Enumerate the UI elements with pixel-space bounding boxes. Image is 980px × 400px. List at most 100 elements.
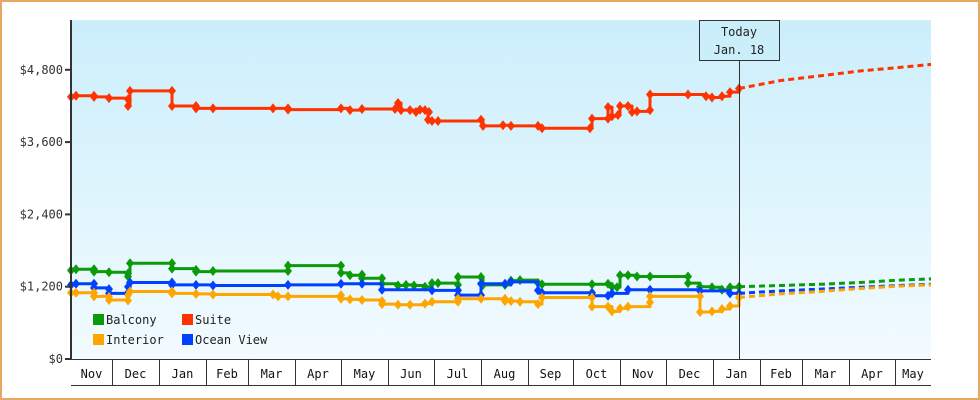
data-point-marker [126, 286, 134, 297]
data-point-marker [646, 89, 654, 100]
data-point-marker [284, 279, 292, 290]
month-label: Aug [494, 367, 516, 381]
month-label: Apr [861, 367, 883, 381]
data-point-marker [105, 93, 113, 104]
legend-swatch-balcony [93, 314, 104, 325]
data-point-marker [124, 295, 132, 306]
data-point-marker [538, 279, 546, 290]
data-point-marker [337, 260, 345, 271]
data-point-marker [105, 267, 113, 278]
forecast-line [738, 62, 932, 90]
data-point-marker [105, 294, 113, 305]
month-label: Feb [770, 367, 792, 381]
data-point-marker [501, 296, 509, 307]
series-interior [67, 283, 932, 318]
data-point-marker [378, 284, 386, 295]
data-point-marker [477, 293, 485, 304]
data-point-marker [646, 291, 654, 302]
data-point-marker [684, 278, 692, 289]
today-label: Today [721, 25, 757, 39]
data-point-marker [726, 300, 734, 311]
month-label: Dec [679, 367, 701, 381]
legend-swatch-suite [182, 314, 193, 325]
data-point-marker [394, 97, 402, 108]
y-axis-ticks: $0 $1,200 $2,400 $3,600 $4,800 [20, 63, 71, 366]
data-point-marker [608, 281, 616, 292]
month-label: Jun [400, 367, 422, 381]
data-point-marker [588, 301, 596, 312]
data-point-marker [192, 266, 200, 277]
data-point-marker [696, 285, 704, 296]
data-point-marker [507, 296, 515, 307]
data-point-marker [616, 270, 624, 281]
data-point-marker [337, 278, 345, 289]
data-point-marker [124, 268, 132, 279]
y-tick-label: $0 [49, 352, 63, 366]
data-point-marker [477, 278, 485, 289]
legend-label-balcony: Balcony [106, 313, 157, 327]
data-point-marker [378, 273, 386, 284]
data-point-marker [358, 278, 366, 289]
data-point-marker [534, 299, 542, 310]
plot-area [71, 20, 931, 359]
data-point-marker [126, 85, 134, 96]
data-point-marker [406, 105, 414, 116]
data-point-marker [501, 278, 509, 289]
data-point-marker [168, 279, 176, 290]
series-suite [67, 62, 932, 134]
month-label: May [902, 367, 924, 381]
data-point-marker [410, 280, 418, 291]
data-point-marker [358, 273, 366, 284]
month-label: Nov [81, 367, 103, 381]
data-point-marker [507, 120, 515, 131]
data-point-marker [269, 103, 277, 114]
data-point-marker [646, 105, 654, 116]
data-point-marker [90, 291, 98, 302]
data-point-marker [633, 271, 641, 282]
data-point-marker [454, 279, 462, 290]
data-point-marker [538, 123, 546, 134]
month-label: Nov [632, 367, 654, 381]
data-point-marker [168, 258, 176, 269]
y-tick-label: $3,600 [20, 135, 63, 149]
data-point-marker [499, 120, 507, 131]
data-point-marker [708, 92, 716, 103]
y-tick-label: $1,200 [20, 280, 63, 294]
month-label: Jul [447, 367, 469, 381]
legend-swatch-ocean-view [182, 334, 193, 345]
data-point-marker [337, 293, 345, 304]
today-date: Jan. 18 [714, 43, 765, 57]
data-point-marker [406, 299, 414, 310]
data-point-marker [421, 298, 429, 309]
data-point-marker [538, 292, 546, 303]
data-point-marker [168, 288, 176, 299]
data-point-marker [434, 116, 442, 127]
data-point-marker [346, 105, 354, 116]
data-point-marker [378, 299, 386, 310]
data-point-marker [616, 100, 624, 111]
month-label: Feb [216, 367, 238, 381]
data-point-marker [534, 120, 542, 131]
data-point-marker [72, 264, 80, 275]
data-point-marker [168, 100, 176, 111]
data-point-marker [124, 100, 132, 111]
data-point-marker [346, 270, 354, 281]
data-point-marker [434, 278, 442, 289]
data-point-marker [168, 263, 176, 274]
data-point-marker [588, 292, 596, 303]
today-label-box [699, 20, 780, 61]
data-point-marker [633, 106, 641, 117]
data-point-marker [646, 271, 654, 282]
data-point-marker [337, 267, 345, 278]
data-point-marker [428, 296, 436, 307]
data-point-marker [192, 103, 200, 114]
y-tick-label: $4,800 [20, 63, 63, 77]
x-axis-months: Nov Dec Jan Feb Mar Apr May Jun Jul Aug Sep Oct Nov D… [71, 359, 931, 386]
data-point-marker [624, 284, 632, 295]
data-point-marker [284, 260, 292, 271]
data-point-marker [192, 279, 200, 290]
data-point-marker [124, 94, 132, 105]
today-marker: Today Jan. 18 [699, 20, 780, 359]
legend-swatch-interior [93, 334, 104, 345]
